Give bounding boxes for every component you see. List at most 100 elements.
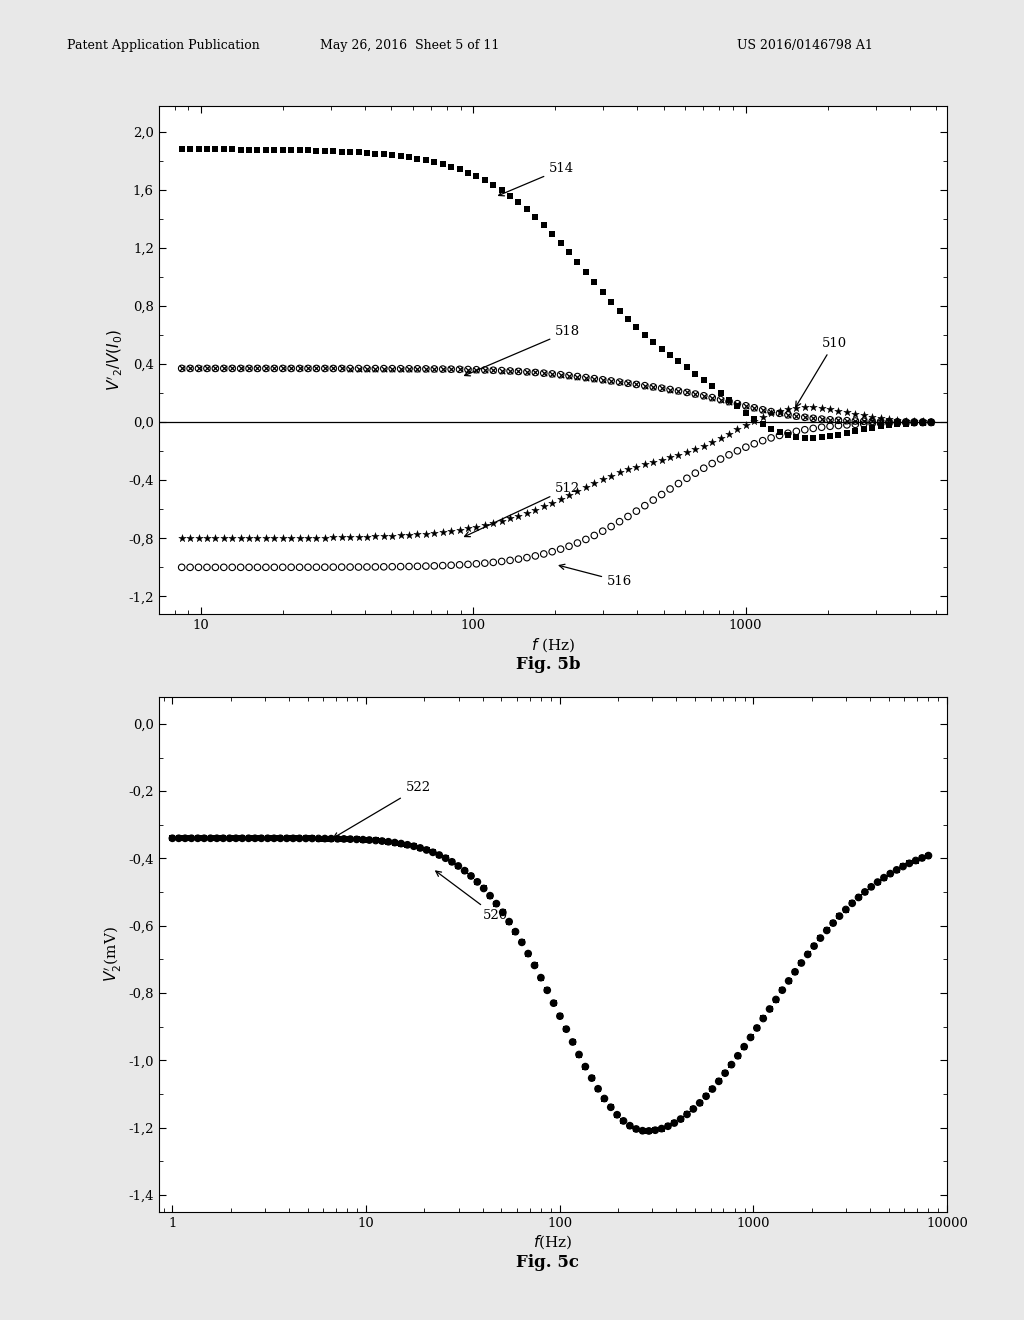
Point [647, 1119, 664, 1140]
Point [384, 556, 400, 577]
Point [578, 367, 594, 388]
Point [468, 359, 484, 380]
Point [569, 366, 586, 387]
Point [460, 554, 476, 576]
Point [526, 954, 543, 975]
Point [703, 432, 720, 453]
Point [325, 358, 341, 379]
Point [199, 358, 215, 379]
Point [544, 363, 560, 384]
Point [510, 506, 526, 527]
Point [721, 424, 737, 445]
Point [412, 837, 428, 858]
Point [476, 553, 493, 574]
Point [634, 1121, 650, 1142]
Point [637, 454, 653, 475]
Point [721, 445, 737, 466]
Point [736, 1036, 753, 1057]
Point [358, 358, 375, 379]
Point [603, 371, 620, 392]
Point [695, 385, 712, 407]
Point [645, 451, 662, 473]
Point [620, 309, 636, 330]
Point [679, 1104, 695, 1125]
Text: 520: 520 [436, 871, 508, 923]
Point [578, 1056, 594, 1077]
Point [746, 408, 763, 429]
Point [595, 469, 611, 490]
Point [705, 1078, 721, 1100]
Point [434, 359, 451, 380]
Point [283, 358, 299, 379]
Point [468, 359, 484, 380]
Point [519, 503, 536, 524]
Point [334, 557, 350, 578]
Point [376, 525, 392, 546]
Point [494, 180, 510, 201]
Point [590, 1078, 606, 1100]
Point [418, 150, 434, 172]
Point [342, 141, 358, 162]
Point [876, 867, 892, 888]
Point [426, 359, 442, 380]
Point [519, 198, 536, 219]
Point [426, 556, 442, 577]
Point [298, 828, 314, 849]
Point [376, 556, 392, 577]
Point [906, 412, 923, 433]
Point [855, 411, 871, 432]
Point [221, 828, 238, 849]
Point [800, 944, 816, 965]
Point [786, 961, 803, 982]
Point [272, 828, 289, 849]
Point [463, 866, 479, 887]
Point [253, 828, 269, 849]
Point [190, 139, 207, 160]
Point [469, 871, 485, 892]
Point [241, 139, 257, 160]
Point [913, 847, 930, 869]
Point [805, 408, 821, 429]
Point [527, 362, 544, 383]
Point [182, 528, 199, 549]
Point [475, 878, 492, 899]
Point [384, 358, 400, 379]
Point [350, 557, 367, 578]
Point [687, 384, 703, 405]
Point [482, 886, 499, 907]
Point [502, 508, 518, 529]
Point [266, 140, 283, 161]
Point [292, 557, 308, 578]
Point [812, 928, 828, 949]
Point [216, 528, 232, 549]
Point [822, 416, 839, 437]
Point [452, 519, 468, 540]
Y-axis label: $V'_2/V(I_0)$: $V'_2/V(I_0)$ [105, 329, 124, 391]
Point [822, 409, 839, 430]
Point [830, 424, 847, 445]
Point [350, 143, 367, 164]
Point [384, 358, 400, 379]
Point [334, 141, 350, 162]
Point [300, 358, 316, 379]
Point [392, 556, 409, 577]
Point [544, 363, 560, 384]
Y-axis label: $V_2'$(mV): $V_2'$(mV) [103, 927, 124, 982]
Point [399, 834, 416, 855]
Point [241, 528, 257, 549]
Point [536, 363, 552, 384]
Point [221, 828, 238, 849]
Text: 510: 510 [796, 337, 847, 407]
Point [628, 1118, 644, 1139]
Point [569, 252, 586, 273]
Point [746, 411, 763, 432]
Point [434, 359, 451, 380]
Point [622, 1115, 638, 1137]
Point [376, 358, 392, 379]
Point [177, 828, 194, 849]
Point [527, 362, 544, 383]
Point [907, 850, 924, 871]
Point [569, 366, 586, 387]
Point [207, 557, 223, 578]
Point [247, 828, 263, 849]
